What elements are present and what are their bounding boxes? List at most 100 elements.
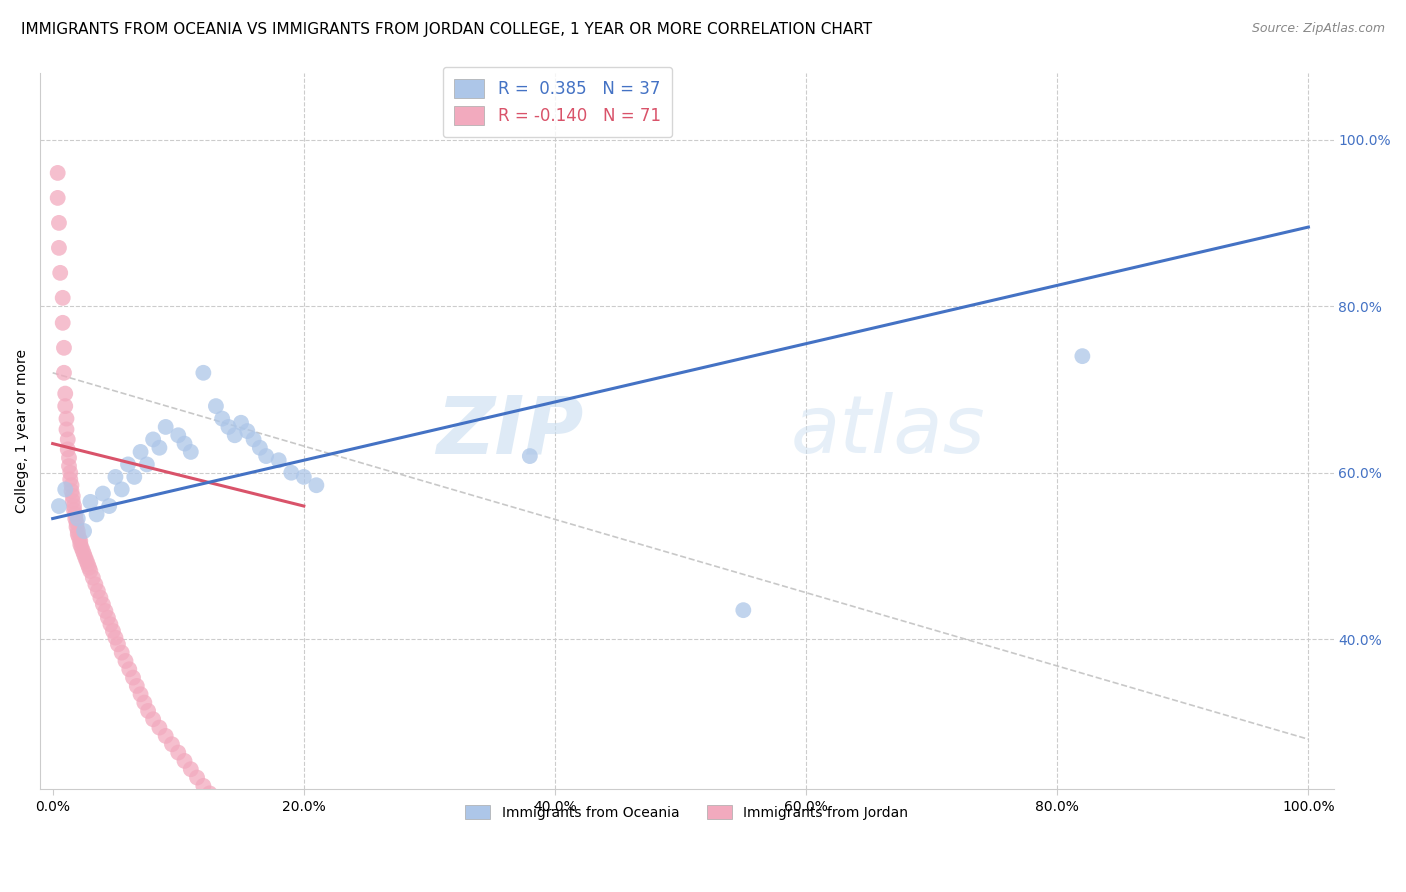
Text: atlas: atlas bbox=[790, 392, 986, 470]
Point bbox=[59, 466, 82, 480]
Point bbox=[173, 436, 195, 450]
Point bbox=[53, 386, 76, 401]
Point bbox=[111, 483, 134, 497]
Point bbox=[91, 486, 114, 500]
Point bbox=[91, 597, 114, 611]
Point bbox=[193, 779, 215, 793]
Point bbox=[70, 541, 93, 555]
Point bbox=[118, 662, 141, 676]
Point bbox=[77, 560, 100, 574]
Point bbox=[167, 428, 190, 442]
Point bbox=[65, 520, 87, 534]
Point bbox=[180, 762, 202, 776]
Point bbox=[58, 459, 80, 474]
Point bbox=[66, 511, 89, 525]
Point bbox=[97, 610, 120, 624]
Point bbox=[104, 631, 127, 645]
Point bbox=[55, 411, 77, 425]
Point bbox=[79, 495, 101, 509]
Point bbox=[89, 591, 111, 605]
Point bbox=[236, 424, 259, 438]
Point bbox=[52, 341, 75, 355]
Point bbox=[86, 508, 108, 522]
Point bbox=[519, 449, 541, 463]
Point bbox=[104, 470, 127, 484]
Point bbox=[167, 746, 190, 760]
Point bbox=[48, 499, 70, 513]
Point bbox=[52, 366, 75, 380]
Point bbox=[100, 617, 122, 632]
Text: ZIP: ZIP bbox=[436, 392, 583, 470]
Point bbox=[67, 531, 90, 545]
Point bbox=[79, 564, 101, 578]
Point bbox=[87, 584, 110, 599]
Point bbox=[76, 558, 98, 572]
Point bbox=[60, 484, 83, 499]
Legend: Immigrants from Oceania, Immigrants from Jordan: Immigrants from Oceania, Immigrants from… bbox=[460, 799, 914, 825]
Point bbox=[142, 712, 165, 726]
Point bbox=[56, 442, 79, 457]
Point bbox=[58, 450, 80, 465]
Point bbox=[48, 216, 70, 230]
Point bbox=[292, 470, 315, 484]
Point bbox=[75, 550, 97, 565]
Point bbox=[280, 466, 302, 480]
Point bbox=[242, 433, 264, 447]
Point bbox=[66, 524, 89, 538]
Point bbox=[229, 416, 252, 430]
Point bbox=[46, 191, 69, 205]
Point bbox=[217, 420, 239, 434]
Point bbox=[55, 422, 77, 436]
Point bbox=[84, 577, 107, 591]
Point bbox=[65, 516, 87, 530]
Point bbox=[62, 494, 84, 508]
Point bbox=[129, 687, 152, 701]
Point bbox=[46, 166, 69, 180]
Point bbox=[53, 399, 76, 413]
Text: Source: ZipAtlas.com: Source: ZipAtlas.com bbox=[1251, 22, 1385, 36]
Point bbox=[65, 511, 87, 525]
Point bbox=[62, 489, 84, 503]
Point bbox=[193, 366, 215, 380]
Y-axis label: College, 1 year or more: College, 1 year or more bbox=[15, 349, 30, 513]
Point bbox=[69, 534, 91, 549]
Point bbox=[114, 654, 136, 668]
Point bbox=[111, 646, 134, 660]
Point bbox=[73, 547, 96, 561]
Point bbox=[136, 704, 159, 718]
Point bbox=[254, 449, 277, 463]
Point bbox=[155, 420, 177, 434]
Point bbox=[49, 266, 72, 280]
Point bbox=[94, 604, 117, 618]
Point bbox=[160, 737, 183, 751]
Point bbox=[129, 445, 152, 459]
Point bbox=[180, 445, 202, 459]
Point bbox=[224, 428, 246, 442]
Point bbox=[135, 458, 157, 472]
Point bbox=[98, 499, 121, 513]
Point bbox=[48, 241, 70, 255]
Point bbox=[733, 603, 755, 617]
Point bbox=[101, 624, 124, 638]
Point bbox=[267, 453, 290, 467]
Point bbox=[107, 637, 129, 651]
Point bbox=[73, 524, 96, 538]
Point bbox=[56, 433, 79, 447]
Point bbox=[63, 503, 86, 517]
Point bbox=[52, 316, 75, 330]
Point bbox=[173, 754, 195, 768]
Point bbox=[65, 508, 87, 522]
Point bbox=[155, 729, 177, 743]
Text: IMMIGRANTS FROM OCEANIA VS IMMIGRANTS FROM JORDAN COLLEGE, 1 YEAR OR MORE CORREL: IMMIGRANTS FROM OCEANIA VS IMMIGRANTS FR… bbox=[21, 22, 872, 37]
Point bbox=[69, 537, 91, 551]
Point bbox=[134, 696, 156, 710]
Point bbox=[52, 291, 75, 305]
Point bbox=[53, 483, 76, 497]
Point bbox=[82, 571, 104, 585]
Point bbox=[66, 527, 89, 541]
Point bbox=[125, 679, 148, 693]
Point bbox=[76, 554, 98, 568]
Point bbox=[124, 470, 146, 484]
Point bbox=[148, 721, 170, 735]
Point bbox=[205, 399, 228, 413]
